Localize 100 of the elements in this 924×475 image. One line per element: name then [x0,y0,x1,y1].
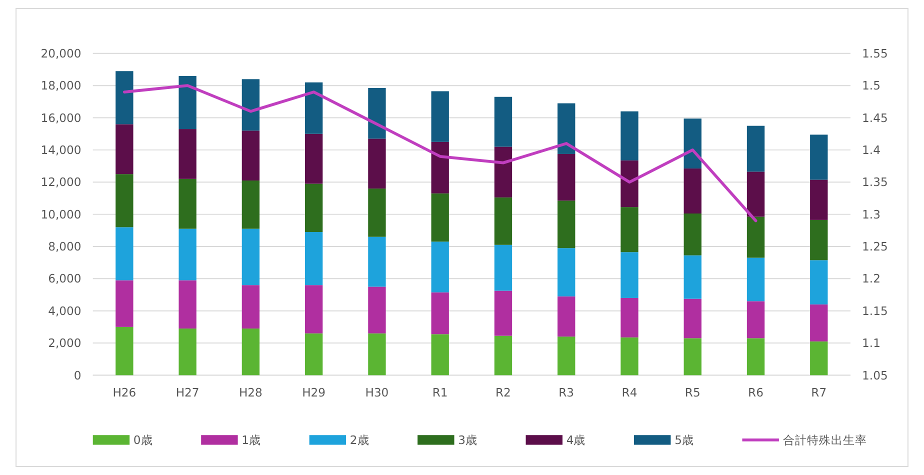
bar [116,124,134,174]
bar [178,328,196,376]
bar [620,111,638,160]
y-tick-label: 4,000 [48,304,82,318]
y2-tick-label: 1.5 [862,78,880,93]
bar [304,232,323,286]
bar [558,248,576,296]
bar [178,129,196,179]
bar [620,207,638,252]
x-tick-label: H28 [238,385,262,400]
x-tick-label: R1 [432,385,448,400]
bar [116,280,134,327]
bar [620,160,638,208]
bar [431,292,449,334]
y2-tick-label: 1.15 [862,304,888,318]
bar [304,134,323,184]
bar [431,334,449,376]
bar [242,79,260,131]
bar [494,244,512,291]
y2-tick-label: 1.45 [862,110,888,125]
bar [620,337,638,376]
x-tick-label: H26 [112,385,136,400]
y2-tick-label: 1.3 [862,207,880,222]
bar [304,333,323,376]
bar [810,304,828,342]
bar [810,341,828,376]
bar [746,301,765,338]
bar [368,236,386,287]
bar [242,130,260,181]
bar [304,184,323,232]
bar [746,172,765,217]
bar [684,118,702,168]
bar [684,168,702,214]
y2-tick-label: 1.2 [862,272,880,286]
bar [368,88,386,139]
bar [116,227,134,280]
bar [620,252,638,298]
bar [684,214,702,256]
bar [242,285,260,329]
y-tick-label: 18,000 [40,78,82,93]
bar [494,197,512,245]
y-tick-label: 10,000 [40,207,82,222]
bar [116,71,134,124]
legend-label: 3歳 [458,433,478,447]
bar [242,328,260,376]
x-tick-label: R6 [748,385,764,400]
bar [746,338,765,376]
bar [620,298,638,338]
line-series [122,84,758,222]
bar [746,126,765,172]
bar [242,180,260,229]
y-tick-label: 2,000 [48,336,82,350]
y2-tick-label: 1.35 [862,175,888,190]
y-tick-label: 8,000 [48,240,82,254]
bar [242,228,260,286]
bar [558,296,576,337]
bar [368,138,386,189]
bar [116,326,134,376]
bar [558,336,576,376]
bar [368,333,386,376]
y-tick-label: 0 [74,368,82,382]
bar [494,146,512,198]
bar [558,154,576,201]
x-tick-label: H30 [365,385,389,400]
y-tick-label: 20,000 [40,46,82,60]
bar [368,188,386,237]
y2-tick-label: 1.4 [862,143,880,158]
bar [304,82,323,134]
bar [684,255,702,299]
bar [304,285,323,334]
y2-tick-label: 1.25 [862,240,888,254]
bar [368,286,386,334]
x-tick-label: R7 [811,385,827,400]
bar [494,290,512,336]
legend-label: 合計特殊出生率 [782,433,867,447]
bar [178,280,196,329]
bar [684,298,702,338]
bar [431,242,449,292]
bar [810,260,828,304]
bar [116,174,134,228]
bar [178,178,196,229]
bar [810,220,828,260]
legend-label: 0歳 [133,433,153,447]
bar [810,180,828,220]
legend-label: 5歳 [674,433,694,447]
x-tick-label: R2 [496,385,511,400]
bar [558,103,576,154]
bar [810,134,828,180]
bar [494,96,512,147]
y2-tick-label: 1.05 [862,368,888,382]
y2-tick-label: 1.55 [862,46,888,60]
bar [746,216,765,258]
y-tick-label: 6,000 [48,272,82,286]
x-tick-label: R3 [558,385,574,400]
bar [431,142,449,194]
bar [684,338,702,376]
y-tick-label: 12,000 [40,175,82,190]
legend-label: 4歳 [566,433,586,447]
bar [178,76,196,130]
y-tick-label: 14,000 [40,143,82,158]
